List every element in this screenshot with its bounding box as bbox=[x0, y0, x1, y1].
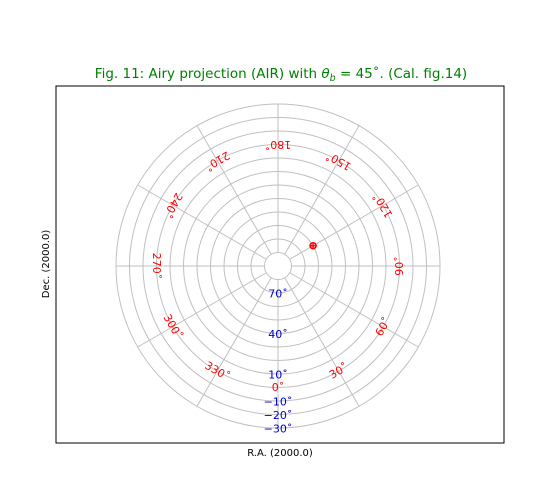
ra-meridian-300 bbox=[137, 272, 267, 348]
ra-meridian-60 bbox=[289, 272, 419, 348]
marker-cross bbox=[310, 242, 317, 249]
ra-meridian-240 bbox=[137, 184, 267, 260]
y-axis-label: Dec. (2000.0) bbox=[41, 230, 52, 299]
dec-label-40: 40˚ bbox=[268, 328, 288, 341]
ra-meridian-120 bbox=[289, 184, 419, 260]
title-suffix: = 45˚. (Cal. fig.14) bbox=[336, 65, 468, 82]
dec-label-m10: −10˚ bbox=[264, 396, 293, 409]
dec-label-m30: −30˚ bbox=[264, 423, 293, 436]
title-subscript: b bbox=[330, 73, 336, 84]
ra-meridian-30 bbox=[284, 277, 360, 407]
graticule bbox=[115, 103, 441, 429]
ra-label-90: 90˚ bbox=[393, 256, 406, 276]
ra-label-180: 180˚ bbox=[265, 138, 292, 151]
dec-label-10: 10˚ bbox=[268, 369, 288, 382]
markers bbox=[309, 241, 317, 250]
ra-meridian-150 bbox=[284, 125, 360, 255]
ra-meridian-330 bbox=[196, 277, 272, 407]
title-prefix: Fig. 11: Airy projection (AIR) with bbox=[95, 66, 322, 82]
title-theta: θ bbox=[321, 66, 329, 82]
ra-label-0: 0˚ bbox=[272, 381, 285, 394]
ra-meridian-210 bbox=[196, 125, 272, 255]
figure-title: Fig. 11: Airy projection (AIR) with θb =… bbox=[95, 65, 467, 84]
plot-frame bbox=[55, 85, 505, 444]
ra-label-270: 270˚ bbox=[150, 253, 163, 280]
dec-labels: 70˚ 40˚ 10˚ −10˚−20˚−30˚ bbox=[264, 288, 293, 436]
dec-label-70: 70˚ bbox=[268, 288, 288, 301]
x-axis-label: R.A. (2000.0) bbox=[247, 448, 313, 459]
dec-label-m20: −20˚ bbox=[264, 409, 293, 422]
plot-area: 0˚30˚60˚90˚120˚150˚180˚210˚240˚270˚300˚3… bbox=[55, 85, 505, 444]
